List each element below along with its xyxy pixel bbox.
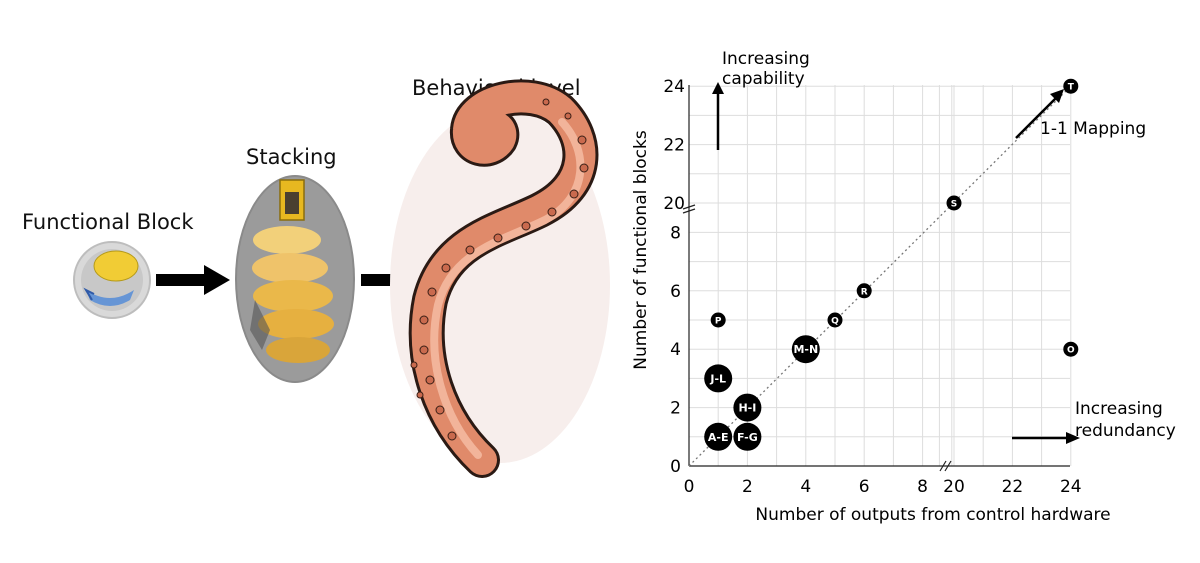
y-tick-label: 22 [663,136,685,156]
mapping-arrow [1015,97,1057,139]
y-axis-break-mark [682,208,696,214]
point-q-marker [827,312,843,328]
tentacle-image [390,79,610,478]
point-p-label: P [715,317,722,327]
x-tick-label: 4 [800,477,811,497]
point-f-g-marker [733,422,762,451]
point-s-marker [946,195,962,211]
y-tick-label: 20 [663,194,685,214]
stacking-image [235,175,355,383]
capability-label: capability [722,69,805,89]
y-axis-label: Number of functional blocks [631,130,651,370]
point-r-marker [856,283,872,299]
chart-points: A-E F-G H-I J-L M-N P Q R S T O [704,78,1079,451]
x-tick-label: 20 [943,477,965,497]
y-axis-break-mark [682,204,696,210]
y-tick-label: 6 [670,282,681,302]
mapping-arrowhead [1050,89,1064,103]
point-t-marker [1063,78,1079,94]
point-a-e-marker [704,422,733,451]
y-tick-label: 4 [670,340,681,360]
point-j-l-marker [704,364,733,393]
chart-axes [682,85,1070,472]
x-tick-label: 8 [917,477,928,497]
stacking-label: Stacking [246,145,337,169]
chart-grid [688,85,1072,467]
point-q-label: Q [831,317,839,327]
point-p-marker [710,312,726,328]
point-h-i-label: H-I [738,402,756,415]
point-m-n-label: M-N [793,343,818,356]
y-tick-label: 8 [670,223,681,243]
x-tick-label: 2 [742,477,753,497]
x-tick-label: 6 [859,477,870,497]
redundancy-label: redundancy [1075,421,1176,441]
y-tick-label: 0 [670,457,681,477]
x-tick-label: 24 [1060,477,1082,497]
mapping-label: 1-1 Mapping [1040,119,1146,139]
x-tick-label: 22 [1002,477,1024,497]
point-s-label: S [951,200,957,210]
functional-block-image [73,241,151,319]
point-m-n-marker [791,335,820,364]
point-f-g-label: F-G [737,431,758,444]
point-o-label: O [1067,346,1075,356]
functional-block-label: Functional Block [22,210,194,234]
y-tick-label: 2 [670,399,681,419]
redundancy-label: Increasing [1075,399,1163,419]
chart-annotations: IncreasingcapabilityIncreasingredundancy… [712,49,1176,444]
arrow-to-stacking [156,265,230,295]
x-axis-label: Number of outputs from control hardware [755,505,1110,525]
capability-arrowhead [712,82,724,94]
x-axis-break-mark [939,460,947,472]
illustration [73,79,610,478]
point-j-l-label: J-L [709,372,726,385]
x-axis-break-mark [944,460,952,472]
point-o-marker [1063,341,1079,357]
capability-label: Increasing [722,49,810,69]
point-t-label: T [1068,83,1075,93]
y-tick-label: 24 [663,77,685,97]
point-r-label: R [861,287,868,297]
point-a-e-label: A-E [708,431,729,444]
point-h-i-marker [733,393,762,422]
redundancy-arrowhead [1066,432,1080,444]
x-tick-label: 0 [684,477,695,497]
